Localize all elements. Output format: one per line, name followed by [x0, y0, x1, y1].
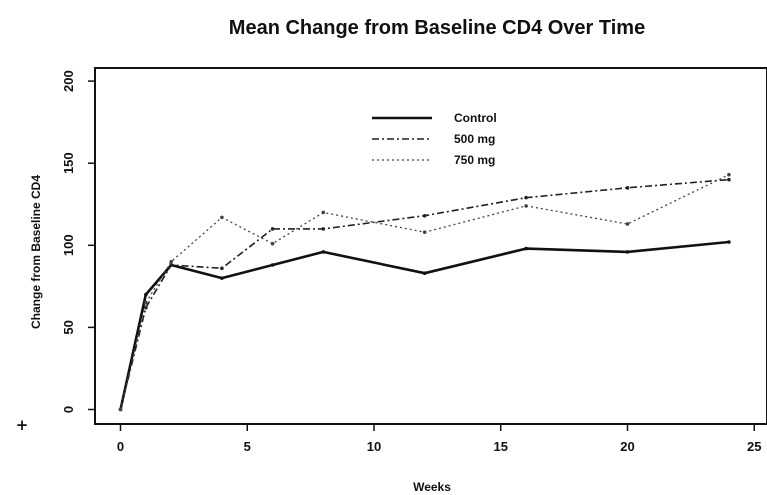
data-point	[118, 407, 123, 412]
data-point	[625, 186, 630, 190]
data-point	[422, 230, 427, 234]
y-tick-label: 50	[61, 320, 76, 334]
stray-mark: +	[16, 416, 29, 434]
x-tick-label: 20	[620, 439, 634, 454]
data-point	[321, 250, 326, 254]
data-point	[169, 259, 173, 264]
series-control	[118, 240, 731, 412]
y-axis-label: Change from Baseline CD4	[29, 175, 43, 329]
x-tick-label: 0	[117, 439, 124, 454]
legend-label: 500 mg	[454, 132, 495, 146]
data-point	[625, 222, 630, 226]
data-point	[220, 266, 224, 271]
data-point	[220, 276, 224, 280]
data-point	[270, 263, 275, 267]
chart-title: Mean Change from Baseline CD4 Over Time	[229, 17, 645, 39]
plot-frame	[94, 67, 767, 425]
data-point	[144, 292, 148, 297]
series-750-mg	[118, 172, 731, 412]
data-point	[422, 271, 427, 276]
x-tick-label: 25	[747, 439, 761, 454]
x-axis-label: Weeks	[413, 480, 451, 494]
series-layer	[118, 172, 731, 412]
data-point	[422, 213, 427, 218]
data-point	[144, 300, 148, 305]
data-point	[524, 246, 528, 251]
series-line	[119, 178, 729, 410]
data-point	[524, 195, 528, 200]
data-point	[727, 172, 731, 177]
x-tick-label: 15	[494, 439, 508, 454]
series-line	[119, 240, 730, 410]
series-line	[119, 174, 730, 410]
data-point	[727, 240, 731, 244]
legend-label: 750 mg	[454, 153, 495, 167]
y-tick-label: 100	[61, 234, 76, 256]
data-point	[727, 177, 731, 182]
x-tick-label: 10	[367, 439, 381, 454]
legend: Control 500 mg 750 mg	[372, 111, 497, 167]
data-point	[625, 250, 630, 254]
x-axis: 0 5 10 15 20 25	[117, 424, 761, 454]
data-point	[220, 215, 224, 220]
data-point	[524, 204, 528, 208]
y-tick-label: 200	[61, 70, 76, 92]
plot-border	[94, 67, 767, 425]
data-point	[321, 210, 326, 215]
y-tick-label: 0	[61, 406, 76, 413]
series-500-mg	[118, 177, 731, 412]
data-point	[321, 227, 326, 231]
x-tick-label: 5	[244, 439, 251, 454]
data-point	[270, 241, 275, 246]
legend-label: Control	[454, 111, 497, 125]
y-axis: 0 50 100 150 200	[61, 70, 95, 413]
y-tick-label: 150	[61, 152, 76, 174]
data-point	[270, 227, 275, 231]
